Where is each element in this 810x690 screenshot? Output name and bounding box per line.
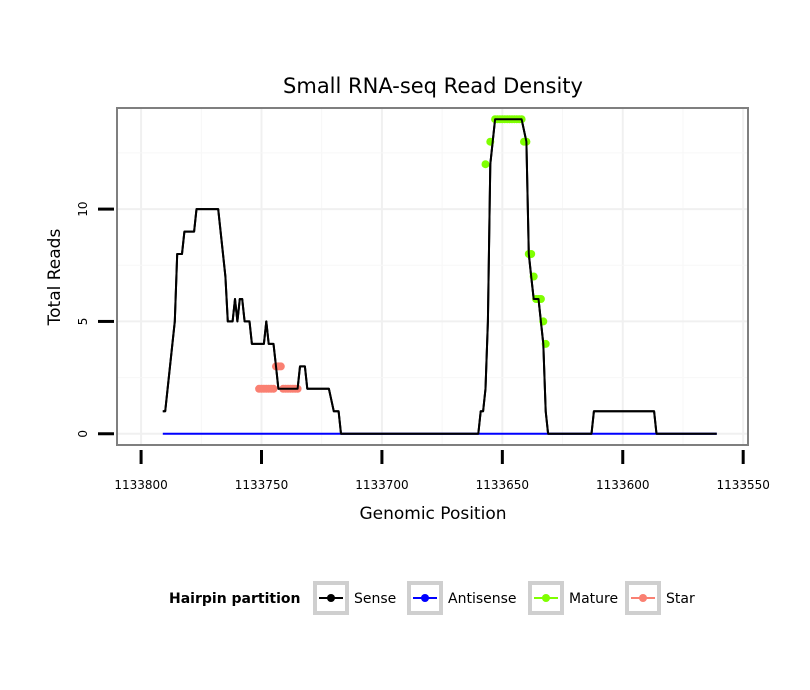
legend-item-antisense: Antisense (407, 581, 517, 615)
series-line-sense (162, 118, 717, 435)
data-point-mature (481, 160, 490, 169)
x-tick-label: 1133700 (355, 478, 408, 492)
legend-title: Hairpin partition (169, 591, 300, 607)
y-axis-title: Total Reads (45, 229, 65, 327)
x-axis-title: Genomic Position (359, 504, 506, 524)
legend-item-star: Star (625, 581, 695, 615)
y-tick-label: 0 (76, 430, 90, 438)
data-point-star (276, 362, 285, 371)
legend-key-point (421, 594, 429, 602)
legend-key-point (327, 594, 335, 602)
x-tick-label: 1133750 (235, 478, 288, 492)
plot-panel-border (116, 107, 749, 446)
legend-label: Mature (569, 591, 618, 607)
legend: Hairpin partition Sense Antisense Mature St… (169, 581, 695, 615)
y-tick-label: 10 (76, 201, 90, 216)
x-tick-label: 1133600 (596, 478, 649, 492)
chart-title: Small RNA-seq Read Density (283, 74, 583, 98)
grid (117, 108, 748, 445)
legend-key-point (639, 594, 647, 602)
axes: 1133800 1133750 1133700 1133650 1133600 11335… (76, 201, 770, 492)
legend-label: Sense (354, 591, 396, 607)
legend-label: Antisense (448, 591, 517, 607)
x-tick-label: 1133800 (114, 478, 167, 492)
x-tick-label: 1133550 (716, 478, 769, 492)
legend-label: Star (666, 591, 695, 607)
x-tick-label: 1133650 (476, 478, 529, 492)
series-line-sense (162, 118, 717, 435)
legend-item-mature: Mature (528, 581, 618, 615)
data-point-star (269, 384, 278, 393)
legend-item-sense: Sense (313, 581, 396, 615)
legend-key-point (542, 594, 550, 602)
y-tick-label: 5 (76, 318, 90, 326)
series-layer (162, 115, 717, 435)
